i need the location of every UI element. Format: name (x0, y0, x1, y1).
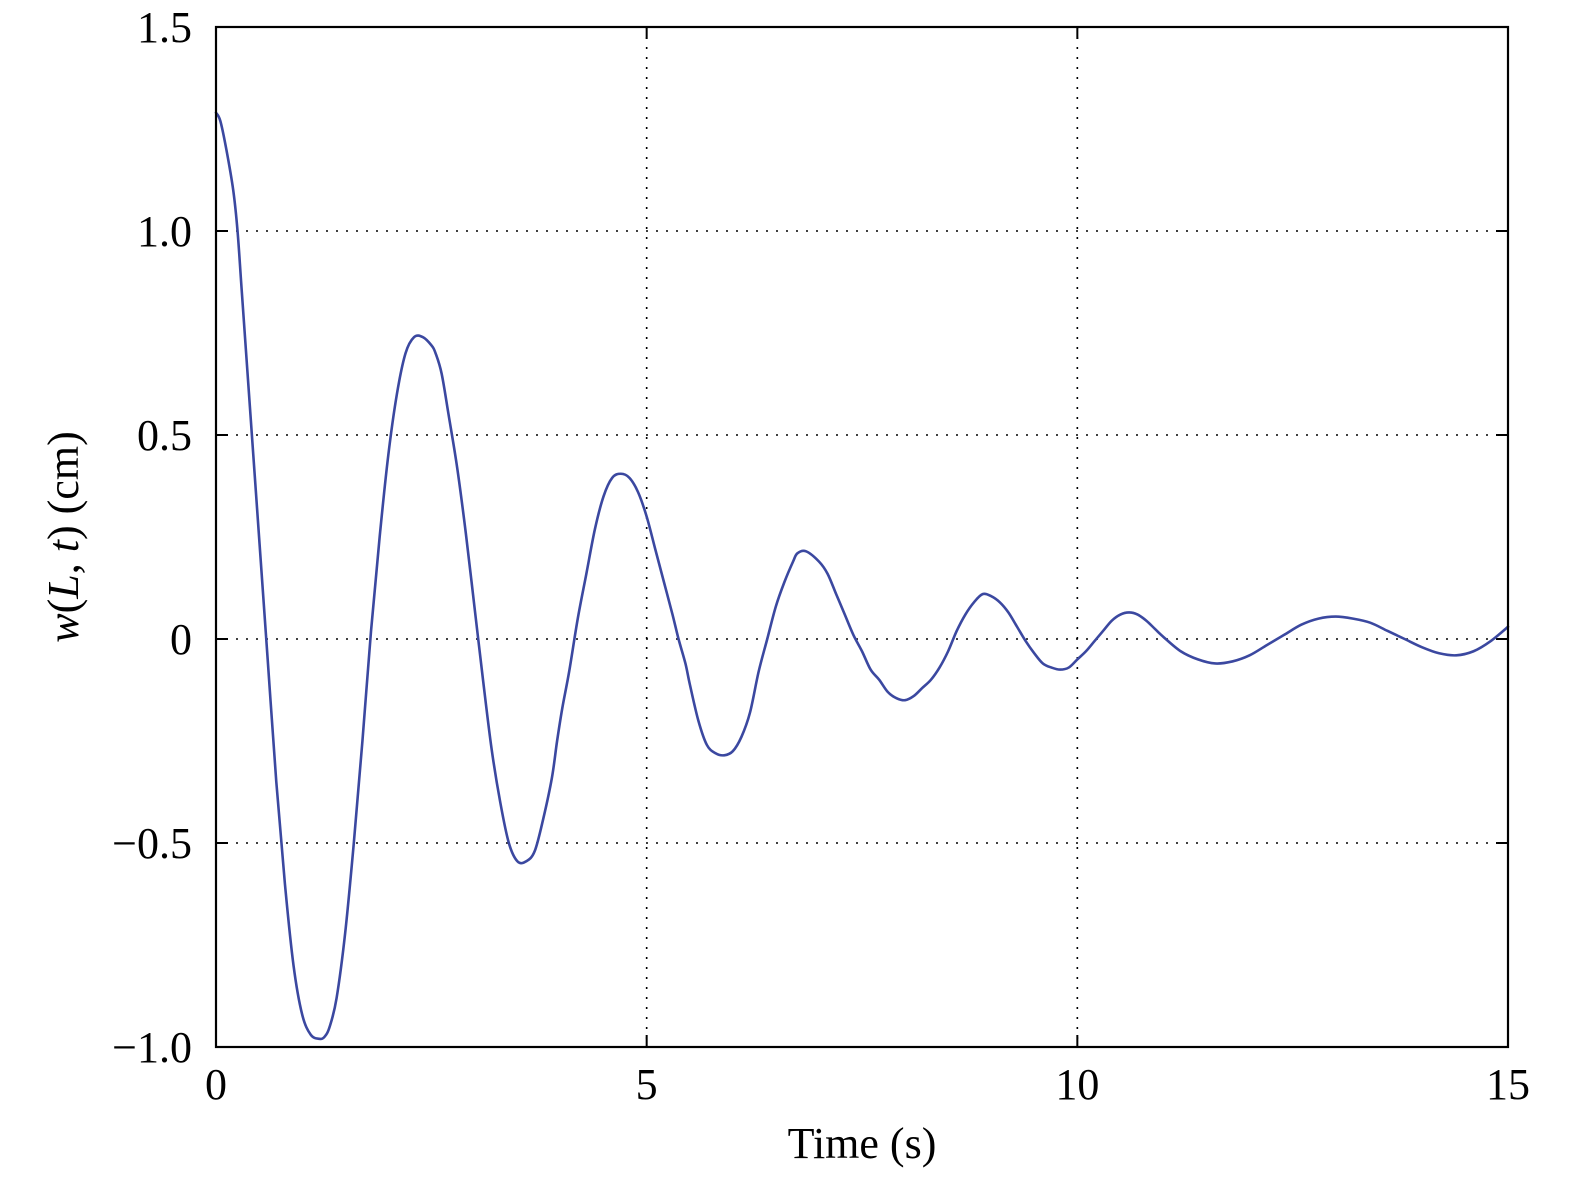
y-axis-label-part: L (39, 574, 88, 599)
series-line (214, 111, 1510, 1041)
x-axis-label: Time (s) (788, 1119, 937, 1168)
y-axis-label-part: w (39, 613, 88, 643)
x-tick-labels: 0 5 10 15 (205, 1060, 1530, 1109)
y-tick-label: 0 (170, 615, 192, 664)
y-axis-label-part: ( (39, 599, 88, 614)
y-axis-label: w(L, t) (cm) (39, 431, 88, 642)
y-axis-label-part: , (39, 552, 88, 574)
y-tick-label: −0.5 (112, 819, 192, 868)
x-tick-label: 5 (636, 1060, 658, 1109)
x-tick-label: 0 (205, 1060, 227, 1109)
y-axis-label-part: ) (cm) (39, 431, 88, 540)
y-tick-label: 0.5 (137, 411, 192, 460)
y-axis-label-part: t (39, 538, 88, 552)
y-tick-label: −1.0 (112, 1023, 192, 1072)
plot-area-frame (214, 25, 1510, 1049)
y-tick-labels: −1.0 −0.5 0 0.5 1.0 1.5 (112, 3, 192, 1072)
x-tick-label: 10 (1055, 1060, 1099, 1109)
y-tick-label: 1.0 (137, 207, 192, 256)
grid-lines (216, 27, 1508, 1047)
data-series (214, 111, 1510, 1041)
y-tick-label: 1.5 (137, 3, 192, 52)
x-tick-label: 15 (1486, 1060, 1530, 1109)
